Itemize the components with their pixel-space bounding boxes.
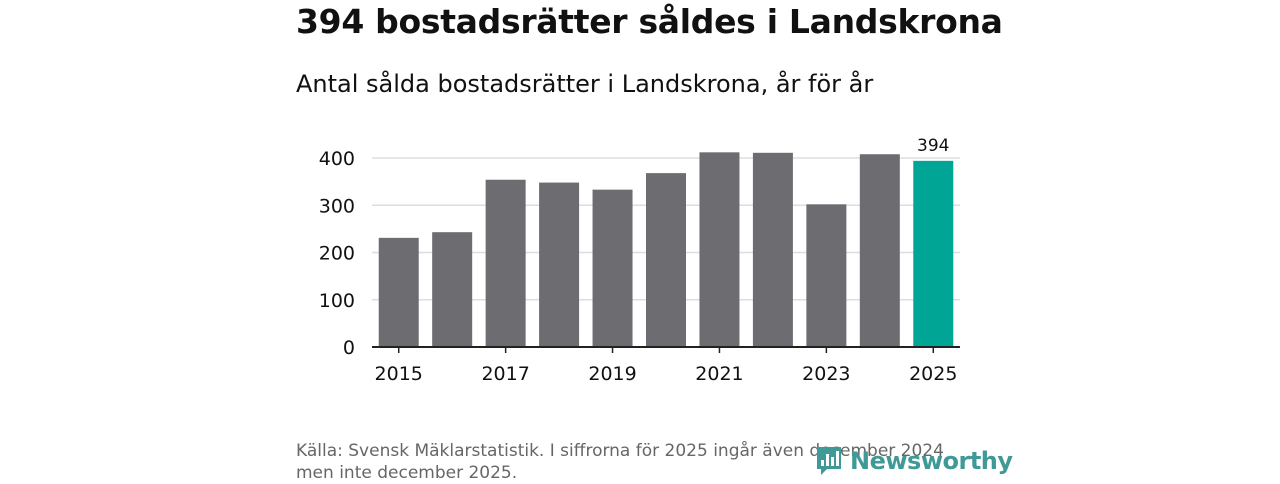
x-tick-label-2021: 2021 — [695, 363, 743, 385]
bar-2020 — [646, 173, 686, 347]
bar-2021 — [699, 152, 740, 347]
bar-2018 — [539, 182, 580, 347]
y-tick-label-400: 400 — [319, 148, 355, 170]
bar-2025 — [913, 160, 954, 347]
x-tick-label-2019: 2019 — [588, 363, 636, 385]
source-note: Källa: Svensk Mäklarstatistik. I siffror… — [296, 441, 944, 483]
brand-logo: Newsworthy — [814, 445, 1013, 477]
newsworthy-logo-icon — [817, 447, 841, 475]
x-tick-label-2015: 2015 — [375, 363, 423, 385]
bars — [378, 152, 954, 347]
y-tick-label-0: 0 — [343, 337, 355, 359]
axes: 0 100 200 300 400 2015 2017 2019 2021 2023 2025 — [319, 148, 960, 385]
chart-subtitle: Antal sålda bostadsrätter i Landskrona, … — [296, 70, 874, 98]
data-label-2025: 394 — [917, 136, 949, 156]
bar-2024 — [859, 154, 900, 347]
bar-2019 — [592, 189, 633, 347]
bar-2023 — [806, 204, 847, 347]
bar-2022 — [752, 152, 793, 347]
y-tick-label-200: 200 — [319, 243, 355, 265]
y-tick-label-100: 100 — [319, 290, 355, 312]
chart-headline: 394 bostadsrätter såldes i Landskrona — [296, 2, 1003, 41]
bar-2015 — [378, 237, 419, 347]
x-tick-label-2017: 2017 — [481, 363, 529, 385]
data-labels: 394 — [917, 136, 949, 156]
x-tick-label-2025: 2025 — [909, 363, 957, 385]
y-tick-label-300: 300 — [319, 195, 355, 217]
bar-2017 — [485, 179, 526, 347]
x-tick-label-2023: 2023 — [802, 363, 850, 385]
bar-2016 — [432, 232, 473, 347]
brand-name: Newsworthy — [850, 447, 1013, 475]
